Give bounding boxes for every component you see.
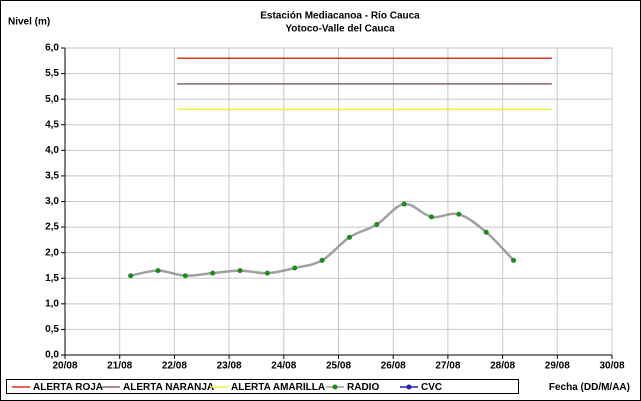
legend-label: ALERTA NARANJA: [123, 382, 214, 393]
legend-label: ALERTA AMARILLA: [231, 382, 325, 393]
x-tick-label: 24/08: [271, 361, 296, 372]
y-tick-label: 6,0: [45, 43, 59, 54]
data-point: [155, 268, 161, 274]
legend-marker: [406, 384, 412, 390]
x-tick-label: 22/08: [162, 361, 187, 372]
y-tick-label: 5,0: [45, 94, 59, 105]
data-point: [346, 234, 352, 240]
y-tick-label: 3,0: [45, 196, 59, 207]
data-point: [182, 273, 188, 279]
x-tick-label: 29/08: [545, 361, 570, 372]
x-tick-label: 27/08: [435, 361, 460, 372]
chart-title: Estación Mediacanoa - Río Cauca: [260, 11, 420, 22]
data-point: [128, 273, 134, 279]
data-point: [428, 214, 434, 220]
data-point: [401, 201, 407, 207]
y-tick-label: 4,0: [45, 145, 59, 156]
data-point: [264, 270, 270, 276]
data-point: [483, 229, 489, 235]
chart-subtitle: Yotoco-Valle del Cauca: [285, 24, 395, 35]
y-tick-label: 4,5: [45, 119, 59, 130]
data-point: [237, 268, 243, 274]
y-axis-label: Nivel (m): [8, 17, 50, 28]
data-point: [511, 257, 517, 263]
legend-label: RADIO: [347, 382, 379, 393]
y-tick-label: 0,0: [45, 350, 59, 361]
legend-label: CVC: [421, 382, 442, 393]
x-tick-label: 23/08: [217, 361, 242, 372]
x-tick-label: 26/08: [381, 361, 406, 372]
x-tick-label: 25/08: [326, 361, 351, 372]
y-tick-label: 3,5: [45, 171, 59, 182]
data-point: [210, 270, 216, 276]
data-point: [292, 265, 298, 271]
x-axis-label: Fecha (DD/M/AA): [549, 382, 630, 393]
x-tick-label: 20/08: [52, 361, 77, 372]
x-tick-label: 30/08: [599, 361, 624, 372]
legend-box: [6, 379, 519, 394]
y-tick-label: 2,5: [45, 222, 59, 233]
y-tick-label: 1,5: [45, 273, 59, 284]
legend-marker: [332, 384, 338, 390]
y-tick-label: 0,5: [45, 324, 59, 335]
y-tick-label: 5,5: [45, 68, 59, 79]
x-tick-label: 28/08: [490, 361, 515, 372]
data-point: [374, 222, 380, 228]
data-point: [319, 257, 325, 263]
legend-label: ALERTA ROJA: [33, 382, 103, 393]
y-tick-label: 1,0: [45, 298, 59, 309]
y-tick-label: 2,0: [45, 247, 59, 258]
x-tick-label: 21/08: [107, 361, 132, 372]
data-point: [456, 211, 462, 217]
